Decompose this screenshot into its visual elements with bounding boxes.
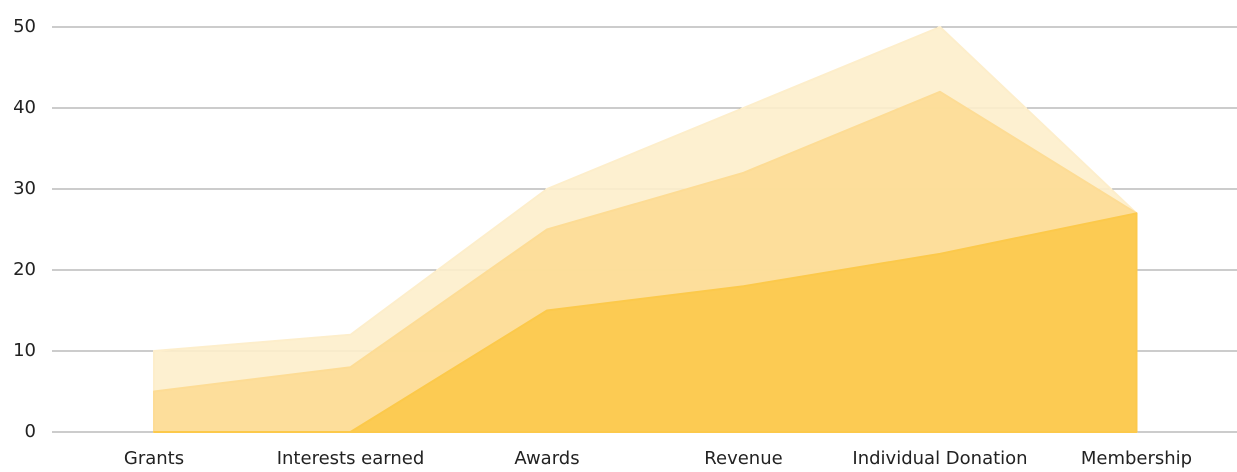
- area: [153, 212, 1138, 433]
- y-tick-label: 10: [13, 340, 36, 361]
- x-tick-label: Interests earned: [277, 448, 425, 469]
- y-tick-label: 20: [13, 259, 36, 280]
- y-tick-label: 0: [25, 421, 36, 442]
- y-tick-label: 40: [13, 97, 36, 118]
- x-tick-label: Revenue: [704, 448, 782, 469]
- y-tick-label: 50: [13, 16, 36, 37]
- y-tick-label: 30: [13, 178, 36, 199]
- x-tick-label: Awards: [514, 448, 579, 469]
- x-tick-label: Grants: [124, 448, 184, 469]
- x-tick-label: Membership: [1081, 448, 1192, 469]
- x-tick-label: Individual Donation: [852, 448, 1027, 469]
